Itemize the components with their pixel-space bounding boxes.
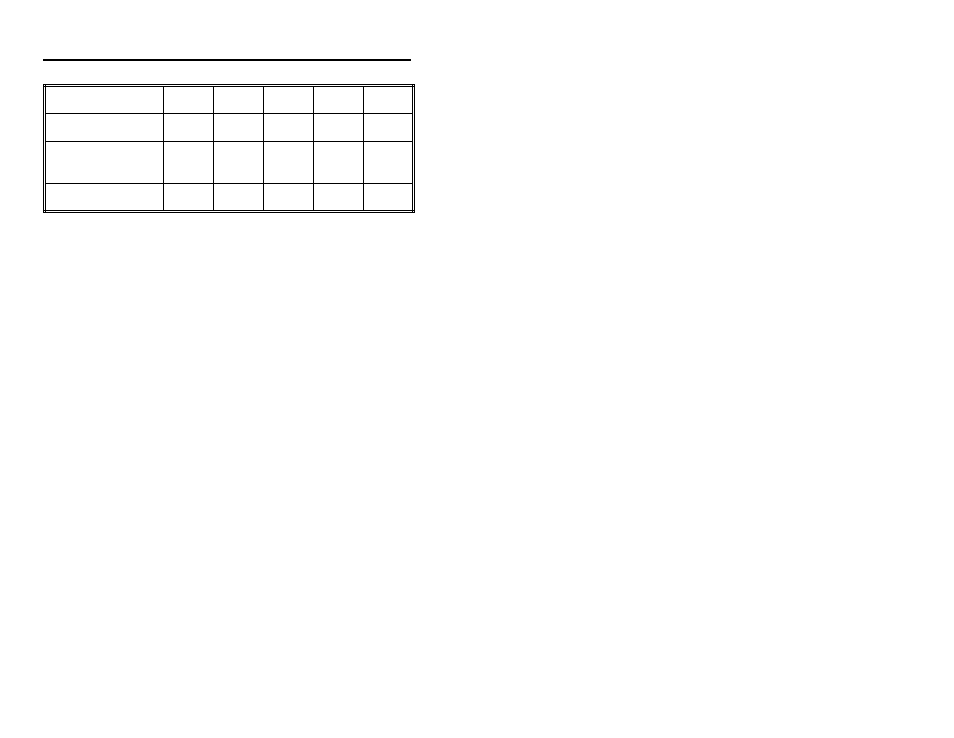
data-table xyxy=(43,84,415,213)
table-body xyxy=(45,86,414,212)
table-cell xyxy=(364,142,414,184)
table-cell xyxy=(214,86,264,114)
table-cell xyxy=(164,142,214,184)
table-cell xyxy=(364,86,414,114)
table-cell xyxy=(314,86,364,114)
table-cell xyxy=(264,184,314,212)
table-cell xyxy=(314,114,364,142)
table-row xyxy=(45,114,414,142)
table-cell xyxy=(264,142,314,184)
table-cell xyxy=(264,114,314,142)
table-cell xyxy=(214,142,264,184)
table-row xyxy=(45,86,414,114)
table-cell xyxy=(45,184,164,212)
table-cell xyxy=(164,86,214,114)
table-cell xyxy=(314,142,364,184)
table-cell xyxy=(45,114,164,142)
table-row xyxy=(45,142,414,184)
table-cell xyxy=(364,114,414,142)
table-cell xyxy=(314,184,364,212)
table-cell xyxy=(164,184,214,212)
table-row xyxy=(45,184,414,212)
table-cell xyxy=(164,114,214,142)
table-cell xyxy=(264,86,314,114)
page xyxy=(0,0,954,738)
table-cell xyxy=(364,184,414,212)
table-cell xyxy=(214,184,264,212)
title-underline-rule xyxy=(43,59,411,61)
table-cell xyxy=(45,142,164,184)
table-cell xyxy=(214,114,264,142)
table-cell xyxy=(45,86,164,114)
